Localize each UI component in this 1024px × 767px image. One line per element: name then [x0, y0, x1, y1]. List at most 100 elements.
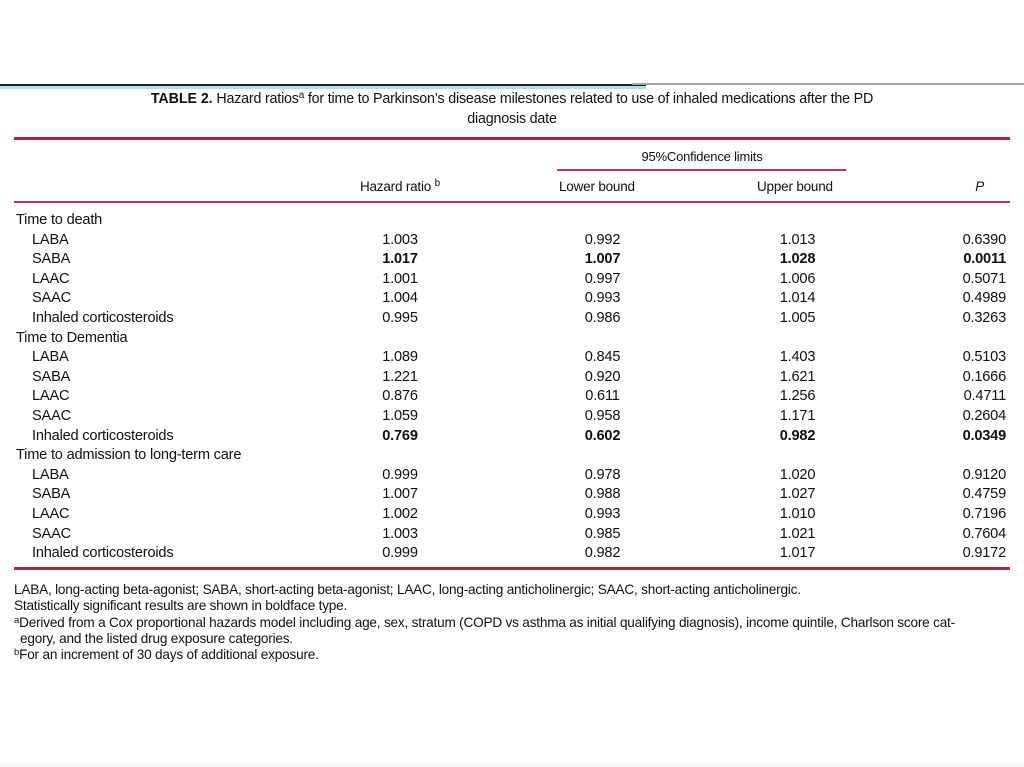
- upper-bound-value: 1.028: [779, 251, 816, 268]
- column-header-hazard-ratio: Hazard ratio b: [345, 177, 455, 197]
- table-row: SAAC 1.004 0.993 1.014 0.4989: [14, 289, 1010, 309]
- column-header-upper-bound: Upper bound: [757, 179, 833, 194]
- lower-bound-value: 0.845: [584, 349, 621, 366]
- p-value: 0.9120: [962, 466, 1007, 483]
- lower-bound-value: 0.986: [584, 309, 621, 326]
- row-label: SABA: [32, 251, 71, 268]
- table-row: SABA 1.017 1.007 1.028 0.0011: [14, 250, 1010, 270]
- footnote-text: LABA, long-acting beta-agonist; SABA, sh…: [14, 582, 801, 597]
- title-rule: [14, 137, 1010, 140]
- table-body: Time to death LABA 1.003 0.992 1.013 0.6…: [14, 211, 1010, 564]
- title-superscript-a: a: [298, 90, 305, 101]
- p-value: 0.4711: [963, 388, 1007, 405]
- table-row: LABA 1.089 0.845 1.403 0.5103: [14, 348, 1010, 368]
- footnote-line: Statistically significant results are sh…: [14, 598, 1016, 614]
- table-title-text2: for time to Parkinson’s disease mileston…: [304, 91, 874, 107]
- p-value: 0.5103: [962, 349, 1007, 366]
- p-value: 0.3263: [962, 309, 1007, 326]
- table-section-row: Time to death: [14, 211, 1010, 231]
- upper-bound-value: 1.021: [779, 525, 816, 542]
- row-label: LABA: [32, 466, 69, 483]
- upper-bound-value: 1.006: [779, 270, 816, 287]
- p-value: 0.7196: [962, 505, 1007, 522]
- row-label: LABA: [32, 231, 69, 248]
- table-row: LABA 1.003 0.992 1.013 0.6390: [14, 231, 1010, 251]
- p-value: 0.4989: [962, 290, 1007, 307]
- row-label: LABA: [32, 349, 69, 366]
- upper-bound-value: 1.014: [779, 290, 816, 307]
- table-title-line1: TABLE 2. Hazard ratiosa for time to Park…: [14, 89, 1010, 109]
- upper-bound-value: 1.027: [779, 486, 816, 503]
- lower-bound-value: 0.993: [584, 290, 621, 307]
- table-row: SABA 1.007 0.988 1.027 0.4759: [14, 485, 1010, 505]
- table-row: Inhaled corticosteroids 0.769 0.602 0.98…: [14, 427, 1010, 447]
- table-title-text1: Hazard ratios: [212, 91, 299, 107]
- footnote-superscript: a: [14, 614, 20, 626]
- footnote-line: bFor an increment of 30 days of addition…: [14, 647, 1016, 663]
- upper-bound-value: 1.005: [779, 309, 816, 326]
- row-label: SAAC: [32, 290, 71, 307]
- footnote-line: LABA, long-acting beta-agonist; SABA, sh…: [14, 582, 1016, 598]
- section-label: Time to death: [16, 212, 103, 228]
- footnotes: LABA, long-acting beta-agonist; SABA, sh…: [14, 582, 1016, 663]
- table-section-row: Time to admission to long-term care: [14, 446, 1010, 466]
- lower-bound-value: 0.988: [584, 486, 621, 503]
- footnote-text: For an increment of 30 days of additiona…: [19, 647, 319, 663]
- table-title-line2: diagnosis date: [467, 111, 557, 127]
- footnote-superscript: b: [14, 647, 20, 659]
- hazard-ratio-value: 1.221: [382, 368, 418, 385]
- hazard-ratio-value: 1.004: [382, 290, 418, 307]
- p-value: 0.1666: [962, 368, 1007, 385]
- table-row: SABA 1.221 0.920 1.621 0.1666: [14, 368, 1010, 388]
- column-header-p-value: P: [975, 179, 984, 194]
- hazard-ratio-value: 1.001: [382, 270, 418, 287]
- hazard-ratio-value: 1.003: [382, 231, 418, 248]
- hazard-ratio-value: 0.876: [382, 388, 418, 405]
- row-label: Inhaled corticosteroids: [32, 309, 174, 326]
- confidence-limits-underline: [557, 169, 846, 171]
- row-label: LAAC: [32, 270, 70, 287]
- table-row: LAAC 1.002 0.993 1.010 0.7196: [14, 505, 1010, 525]
- p-value: 0.2604: [962, 407, 1007, 424]
- top-gray-line: [632, 83, 1024, 85]
- lower-bound-value: 0.985: [584, 525, 621, 542]
- table-section-row: Time to Dementia: [14, 329, 1010, 349]
- hazard-ratio-header-text: Hazard ratio: [359, 179, 432, 194]
- table-row: Inhaled corticosteroids 0.999 0.982 1.01…: [14, 544, 1010, 564]
- p-value: 0.6390: [962, 231, 1007, 248]
- table-row: SAAC 1.003 0.985 1.021 0.7604: [14, 525, 1010, 545]
- p-value: 0.4759: [962, 486, 1007, 503]
- row-label: Inhaled corticosteroids: [32, 545, 174, 562]
- upper-bound-value: 1.017: [779, 545, 816, 562]
- hazard-ratio-value: 1.002: [382, 505, 418, 522]
- p-value: 0.9172: [962, 545, 1007, 562]
- p-value: 0.0011: [963, 251, 1006, 268]
- row-label: SABA: [32, 368, 71, 385]
- lower-bound-value: 1.007: [584, 251, 621, 268]
- lower-bound-value: 0.993: [584, 505, 621, 522]
- table-row: SAAC 1.059 0.958 1.171 0.2604: [14, 407, 1010, 427]
- hazard-ratio-value: 0.995: [382, 309, 418, 326]
- table-number-label: TABLE 2.: [150, 91, 213, 107]
- hazard-ratio-value: 1.007: [382, 486, 418, 503]
- hazard-ratio-value: 1.089: [382, 349, 418, 366]
- lower-bound-value: 0.997: [584, 270, 621, 287]
- lower-bound-value: 0.958: [584, 407, 621, 424]
- hazard-ratio-value: 0.999: [382, 466, 418, 483]
- lower-bound-value: 0.920: [584, 368, 621, 385]
- upper-bound-value: 1.020: [779, 466, 816, 483]
- row-label: LAAC: [32, 505, 70, 522]
- upper-bound-value: 1.403: [779, 349, 816, 366]
- footnote-line: egory, and the listed drug exposure cate…: [14, 631, 1016, 647]
- column-header-row: Hazard ratio b Lower bound Upper bound P: [14, 177, 1010, 197]
- row-label: LAAC: [32, 388, 70, 405]
- table-row: LAAC 0.876 0.611 1.256 0.4711: [14, 387, 1010, 407]
- column-header-empty: [14, 177, 345, 197]
- hazard-ratio-value: 1.059: [382, 407, 418, 424]
- upper-bound-value: 1.010: [779, 505, 816, 522]
- footnote-text: Statistically significant results are sh…: [14, 598, 348, 614]
- p-value: 0.7604: [962, 525, 1007, 542]
- top-black-line: [0, 84, 646, 86]
- lower-bound-value: 0.978: [584, 466, 621, 483]
